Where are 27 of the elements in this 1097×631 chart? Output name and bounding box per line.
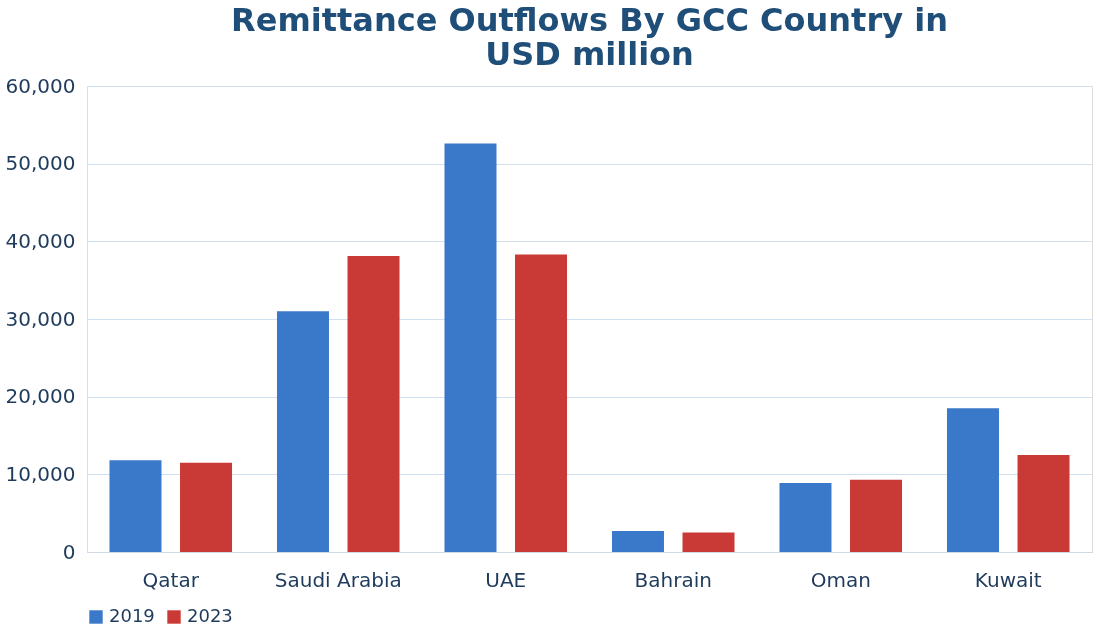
y-tick-label: 10,000: [5, 461, 76, 486]
y-tick-label: 30,000: [5, 306, 76, 331]
legend-label: 2019: [109, 605, 155, 626]
x-tick-label: Qatar: [142, 567, 200, 592]
bar: [946, 408, 999, 552]
y-tick-label: 0: [62, 539, 76, 564]
legend-label: 2023: [187, 605, 233, 626]
bar: [347, 256, 400, 552]
bar: [611, 531, 664, 552]
y-tick-label: 50,000: [5, 151, 76, 176]
y-tick-label: 60,000: [5, 73, 76, 98]
bar: [180, 462, 233, 552]
y-tick-label: 40,000: [5, 228, 76, 253]
bar: [444, 143, 497, 552]
bar: [1017, 454, 1070, 552]
y-tick-label: 20,000: [5, 384, 76, 409]
x-tick-label: Kuwait: [974, 567, 1042, 592]
bar: [682, 532, 735, 552]
x-tick-label: Saudi Arabia: [274, 567, 402, 592]
bar: [779, 482, 832, 552]
bar: [850, 479, 903, 552]
x-tick-label: Bahrain: [634, 567, 712, 592]
bar: [109, 460, 162, 552]
x-tick-label: UAE: [485, 567, 527, 592]
bar: [515, 254, 568, 552]
x-tick-label: Oman: [810, 567, 871, 592]
bar: [276, 311, 329, 552]
